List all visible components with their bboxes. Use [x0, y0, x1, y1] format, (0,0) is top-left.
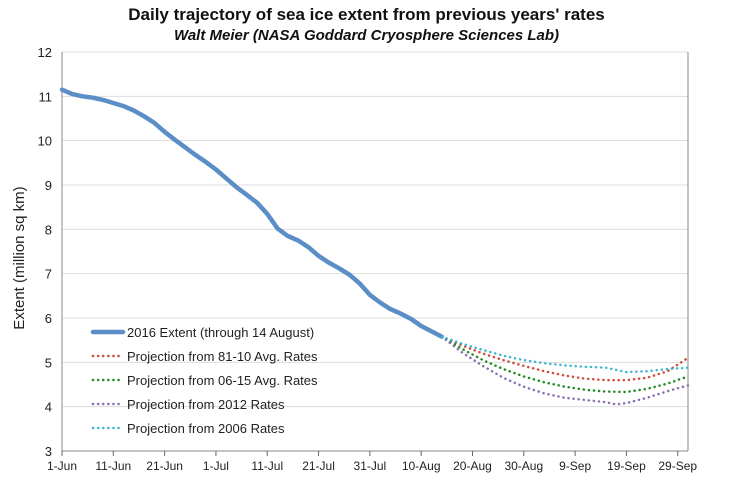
- y-tick-label: 11: [39, 89, 53, 104]
- chart-title: Daily trajectory of sea ice extent from …: [128, 5, 605, 24]
- y-tick-label: 10: [38, 134, 52, 149]
- series-line-4: [440, 335, 690, 374]
- y-tick-label: 3: [45, 444, 52, 459]
- y-tick-label: 8: [45, 222, 52, 237]
- x-tick-label: 11-Jun: [95, 459, 131, 473]
- chart-subtitle: Walt Meier (NASA Goddard Cryosphere Scie…: [173, 27, 560, 44]
- x-tick-label: 21-Jul: [302, 459, 335, 473]
- y-tick-label: 12: [38, 45, 52, 60]
- legend-entry: Projection from 81-10 Avg. Rates: [127, 349, 318, 364]
- series-line-1: [440, 335, 690, 382]
- y-tick-label: 9: [45, 178, 52, 193]
- y-tick-label: 6: [45, 311, 52, 326]
- x-tick-label: 1-Jul: [203, 459, 229, 473]
- series-line-3: [440, 335, 690, 406]
- x-tick-label: 1-Jun: [47, 459, 77, 473]
- x-tick-label: 20-Aug: [453, 459, 492, 473]
- x-tick-label: 11-Jul: [251, 459, 283, 473]
- x-tick-labels: 1-Jun 11-Jun 21-Jun 1-Jul 11-Jul 21-Jul 31-Jul…: [47, 459, 697, 473]
- grid-lines: [62, 51, 688, 452]
- legend-entry: Projection from 2006 Rates: [127, 421, 285, 436]
- y-tick-label: 4: [45, 400, 52, 415]
- legend-entry: Projection from 2012 Rates: [127, 397, 285, 412]
- x-tick-label: 9-Sep: [559, 459, 591, 473]
- y-tick-label: 5: [45, 355, 52, 370]
- series-line-0: [59, 87, 444, 339]
- x-tick-label: 10-Aug: [402, 459, 441, 473]
- series-lines: [59, 87, 690, 406]
- x-tick-label: 29-Sep: [658, 459, 697, 473]
- legend-entry: 2016 Extent (through 14 August): [127, 325, 314, 340]
- y-tick-label: 7: [45, 267, 52, 282]
- legend: 2016 Extent (through 14 August) Projectio…: [90, 325, 318, 436]
- legend-entry: Projection from 06-15 Avg. Rates: [127, 373, 318, 388]
- series-line-2: [440, 335, 690, 394]
- y-tick-labels: 3 4 5 6 7 8 9 10 11 12: [38, 45, 52, 459]
- x-tick-label: 31-Jul: [354, 459, 387, 473]
- x-tick-label: 21-Jun: [146, 459, 183, 473]
- x-tick-label: 30-Aug: [504, 459, 543, 473]
- x-tick-label: 19-Sep: [607, 459, 646, 473]
- axes: [61, 52, 689, 456]
- y-axis-label: Extent (million sq km): [11, 186, 28, 329]
